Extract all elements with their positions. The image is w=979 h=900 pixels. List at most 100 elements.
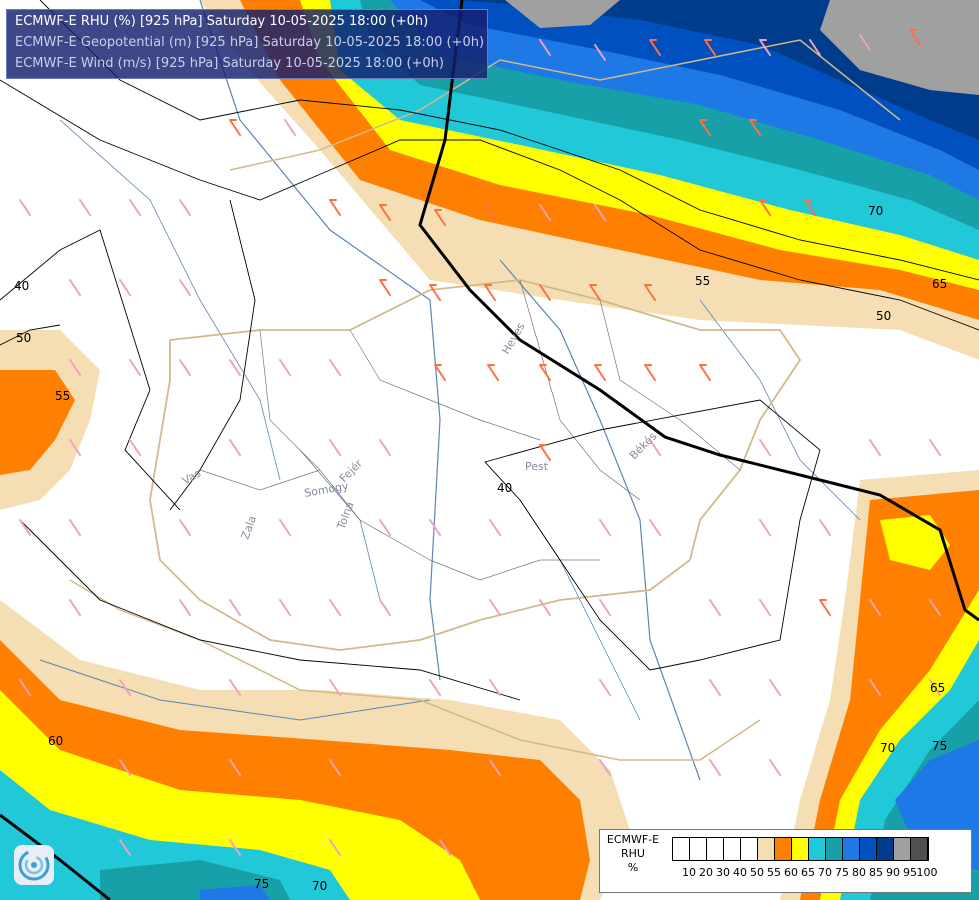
- wind-barb: [489, 599, 501, 616]
- wind-barb: [709, 759, 721, 776]
- contour-40-center: [484, 399, 821, 671]
- legend-tick-label: 10: [682, 866, 696, 879]
- contour-label: 70: [868, 204, 883, 218]
- wind-barb: [539, 284, 551, 301]
- legend-model: ECMWF-E: [606, 833, 660, 846]
- river-tisza: [499, 259, 701, 781]
- wind-barb: [819, 599, 831, 616]
- legend-tick-label: 20: [699, 866, 713, 879]
- wind-barb: [489, 519, 501, 536]
- rhu-east-65-blob: [880, 515, 950, 570]
- wind-barb: [539, 39, 551, 56]
- county-border-2: [349, 329, 541, 441]
- wind-barb: [599, 519, 611, 536]
- wind-barb: [539, 444, 551, 461]
- wind-barb: [179, 359, 191, 376]
- wind-barb: [229, 439, 241, 456]
- contour-label: 50: [16, 331, 31, 345]
- wind-barb: [329, 679, 341, 696]
- wind-barb: [429, 679, 441, 696]
- legend-swatch: [758, 838, 775, 860]
- legend-tick-label: 60: [784, 866, 798, 879]
- legend-unit: %: [627, 861, 639, 874]
- legend-tick-label: 85: [869, 866, 883, 879]
- legend-swatch: [877, 838, 894, 860]
- wind-barb: [329, 839, 341, 856]
- geopotential-contours: [0, 0, 979, 701]
- wind-barb: [709, 679, 721, 696]
- wind-barb: [809, 39, 821, 56]
- legend-tick-label: 65: [801, 866, 815, 879]
- title-rhu: ECMWF-E RHU (%) [925 hPa] Saturday 10-05…: [15, 14, 429, 29]
- contour-55: [39, 0, 979, 281]
- contour-label: 55: [695, 274, 710, 288]
- legend-swatch: [707, 838, 724, 860]
- wind-barb: [69, 359, 81, 376]
- rhu-south-80: [200, 885, 270, 900]
- wind-barb: [589, 284, 601, 301]
- wind-barb: [69, 599, 81, 616]
- wind-barb: [69, 519, 81, 536]
- wind-barbs: [19, 29, 941, 856]
- contour-label: 65: [932, 277, 947, 291]
- wind-barb: [379, 599, 391, 616]
- legend-swatch: [826, 838, 843, 860]
- wind-barb: [819, 519, 831, 536]
- wind-barb: [594, 204, 606, 221]
- legend-tick-label: 75: [835, 866, 849, 879]
- wind-barb: [759, 599, 771, 616]
- legend-tick-label: 100: [916, 866, 938, 879]
- legend-swatch: [809, 838, 826, 860]
- wind-barb: [709, 599, 721, 616]
- contour-label: 70: [880, 741, 895, 755]
- wind-barb: [329, 599, 341, 616]
- county-border-5: [199, 469, 321, 491]
- contour-50-west: [0, 324, 61, 346]
- contour-south: [19, 519, 521, 701]
- wind-barb: [329, 439, 341, 456]
- wind-barb: [484, 284, 496, 301]
- wind-barb: [179, 599, 191, 616]
- wind-barb: [179, 199, 191, 216]
- wind-barb: [909, 29, 921, 46]
- wind-barb: [929, 439, 941, 456]
- wind-barb: [19, 679, 31, 696]
- front-line-south: [0, 813, 111, 900]
- legend-tick-label: 80: [852, 866, 866, 879]
- legend-tick-label: 50: [750, 866, 764, 879]
- wind-barb: [644, 364, 656, 381]
- wind-barb: [644, 284, 656, 301]
- wind-barb: [869, 599, 881, 616]
- contour-vas: [169, 199, 256, 511]
- legend-swatch: [724, 838, 741, 860]
- wind-barb: [229, 359, 241, 376]
- wind-barb: [69, 439, 81, 456]
- county-border-4: [599, 299, 741, 471]
- wind-barb: [599, 759, 611, 776]
- title-panel: ECMWF-E RHU (%) [925 hPa] Saturday 10-05…: [6, 9, 488, 79]
- wind-barb: [929, 679, 941, 696]
- wind-barb: [594, 364, 606, 381]
- legend-swatch: [911, 838, 928, 860]
- wind-barb: [749, 119, 761, 136]
- contour-label: 75: [932, 739, 947, 753]
- legend-swatch: [690, 838, 707, 860]
- wind-barb: [179, 279, 191, 296]
- wind-barb: [279, 599, 291, 616]
- wind-barb: [129, 199, 141, 216]
- wind-barb: [704, 39, 716, 56]
- wind-barb: [489, 759, 501, 776]
- contour-label: 65: [930, 681, 945, 695]
- wind-barb: [869, 439, 881, 456]
- wind-barb: [539, 204, 551, 221]
- wind-barb: [759, 199, 771, 216]
- legend-swatch: [775, 838, 792, 860]
- contour-label: 40: [14, 279, 29, 293]
- wind-barb: [759, 519, 771, 536]
- rhu-south-70: [0, 770, 350, 900]
- wind-barb: [429, 284, 441, 301]
- legend-tick-label: 95: [903, 866, 917, 879]
- wind-barb: [379, 279, 391, 296]
